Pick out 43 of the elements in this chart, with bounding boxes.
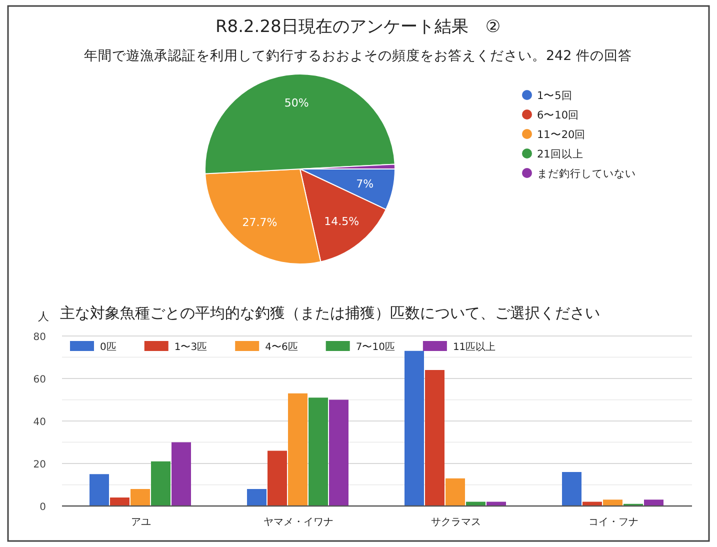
legend-label: 6〜10回 — [537, 110, 580, 122]
bar — [308, 398, 328, 506]
bar — [603, 500, 622, 506]
bar — [130, 489, 150, 506]
bar — [288, 393, 308, 506]
y-tick-label: 0 — [40, 502, 46, 513]
legend-label: 11匹以上 — [452, 341, 496, 353]
chart-title: R8.2.28日現在のアンケート結果 ② — [215, 17, 501, 37]
y-tick-label: 60 — [33, 374, 46, 386]
data-label: 27.7% — [242, 216, 278, 229]
x-tick-label: コイ・フナ — [588, 517, 638, 528]
data-label: 7% — [356, 178, 374, 191]
legend-label: 1〜3匹 — [174, 342, 208, 353]
x-tick-label: サクラマス — [430, 517, 481, 528]
y-axis-title: 人 — [38, 310, 49, 323]
data-label: 50% — [284, 96, 309, 110]
y-tick-label: 20 — [33, 460, 46, 470]
bar — [644, 500, 664, 506]
chart-title: 主な対象魚種ごとの平均的な釣獲（または捕獲）匹数について、ご選択ください — [60, 304, 600, 322]
bar — [425, 370, 444, 506]
y-tick-label: 40 — [33, 417, 46, 428]
legend-label: 1〜5回 — [537, 90, 572, 102]
bar — [404, 350, 424, 506]
legend-label: 4〜6匹 — [265, 342, 298, 353]
bar — [110, 498, 130, 506]
bar — [247, 489, 266, 506]
bar — [446, 478, 465, 506]
legend-label: まだ釣行していない — [537, 168, 636, 180]
y-tick-label: 80 — [33, 332, 46, 343]
data-label: 14.5% — [324, 214, 360, 228]
bar — [562, 472, 582, 506]
bar — [151, 461, 170, 506]
chart-subtitle: 年間で遊漁承認証を利用して釣行するおおよその頻度をお答えください。242 件の回答 — [84, 48, 632, 64]
bar — [329, 400, 348, 506]
bar — [90, 474, 109, 506]
x-tick-label: ヤマメ・イワナ — [263, 517, 334, 528]
legend-label: 0匹 — [100, 342, 116, 353]
bar — [172, 442, 191, 506]
legend-label: 21回以上 — [537, 148, 584, 160]
x-tick-label: アユ — [130, 517, 151, 528]
legend-label: 11〜20回 — [537, 129, 586, 141]
bar — [268, 450, 287, 506]
legend-label: 7〜10匹 — [356, 342, 395, 353]
